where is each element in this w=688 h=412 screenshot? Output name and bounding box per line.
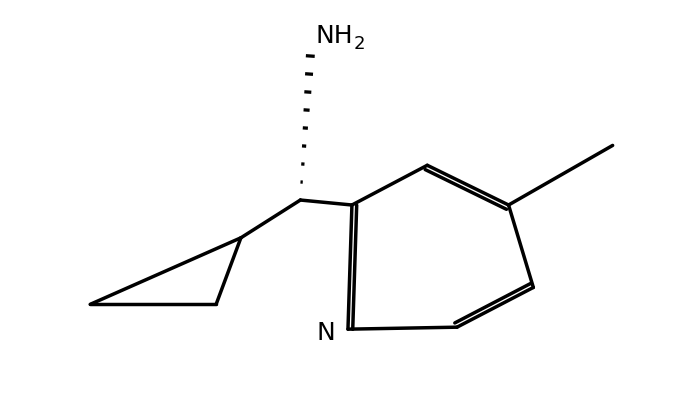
Text: N: N [317,321,336,344]
Text: NH: NH [316,24,354,48]
Text: 2: 2 [353,35,365,53]
